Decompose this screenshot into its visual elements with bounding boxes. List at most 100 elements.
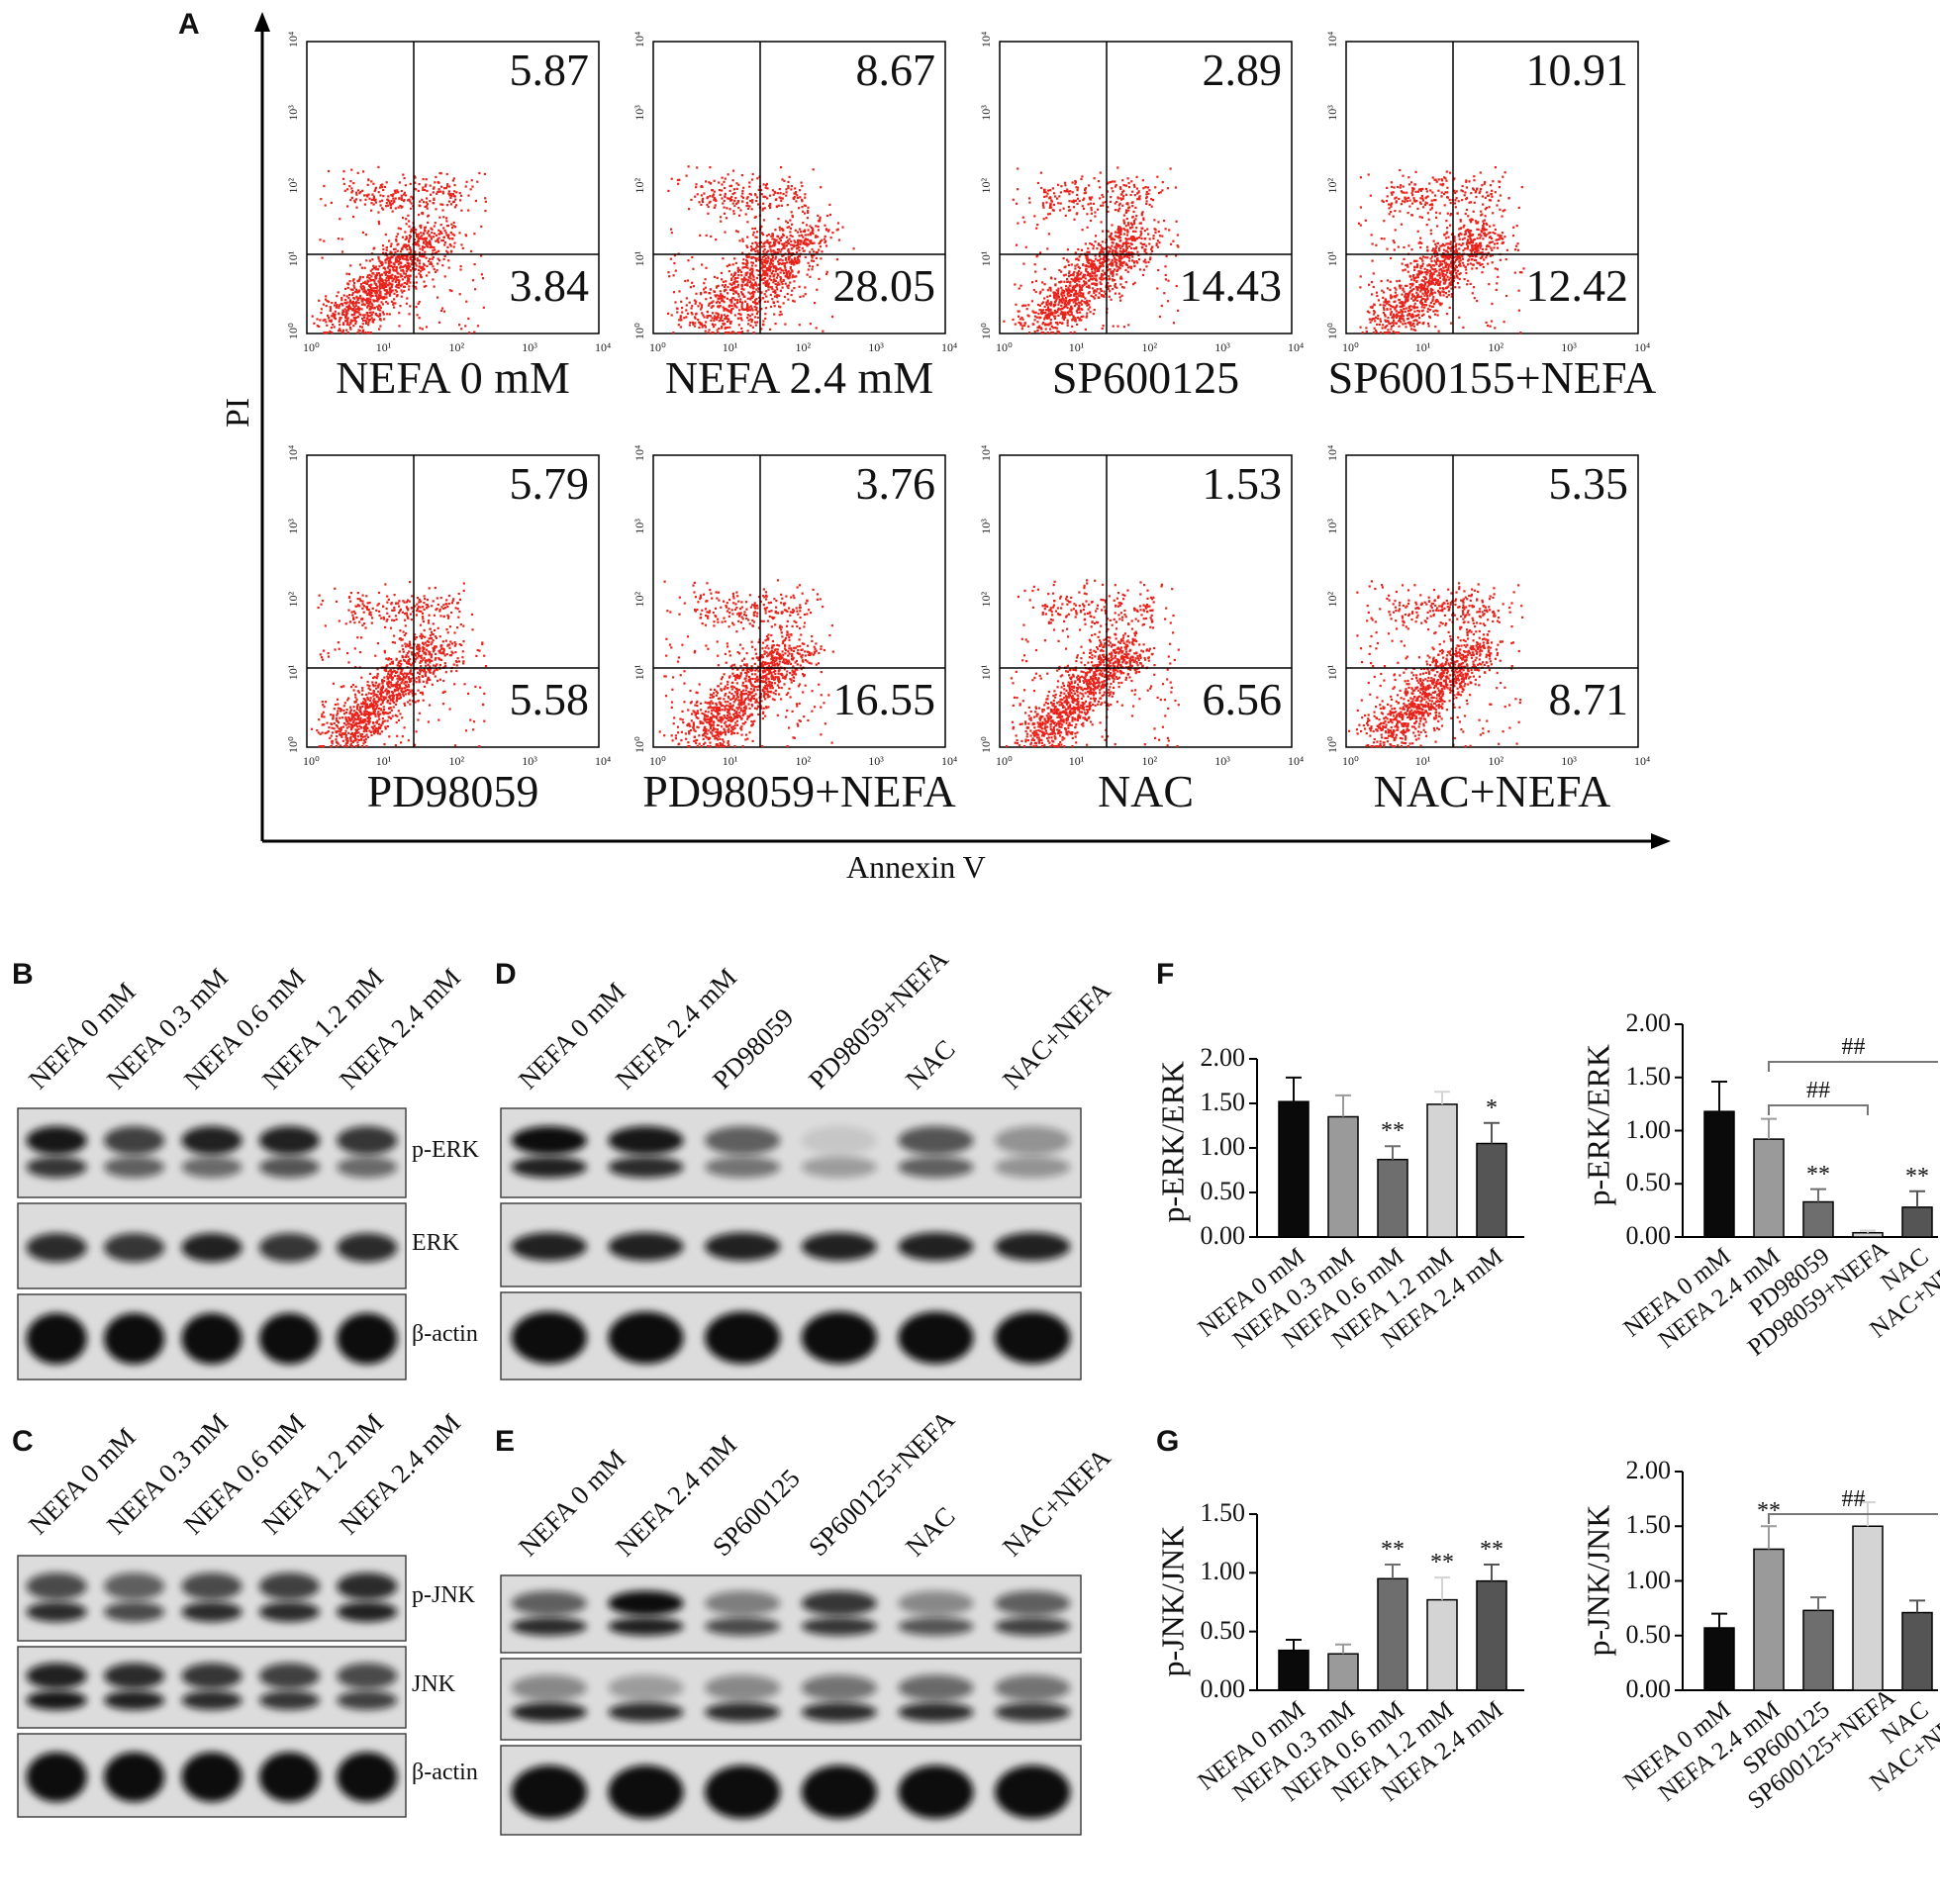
panel-letter-b: B — [12, 958, 34, 991]
y-tick-label: 1.50 — [1625, 1510, 1672, 1540]
protein-band — [181, 1233, 242, 1263]
protein-band — [511, 1232, 587, 1261]
protein-band — [181, 1126, 242, 1155]
protein-band — [898, 1617, 974, 1636]
significance-bracket — [1768, 1513, 1938, 1524]
protein-band — [337, 1156, 398, 1179]
protein-band — [995, 1156, 1071, 1179]
bracket-marker: ## — [1806, 1078, 1830, 1103]
protein-band — [104, 1663, 165, 1689]
significance-bracket — [1768, 1061, 1938, 1072]
y-tick-label: 10¹ — [979, 250, 993, 266]
y-tick-label: 10¹ — [1325, 664, 1339, 680]
y-tick-label: 1.50 — [1200, 1498, 1246, 1527]
flow-plot-label: NAC+NEFA — [1373, 766, 1611, 816]
y-tick-label: 10⁰ — [632, 736, 646, 753]
y-axis-label: p-ERK/ERK — [1580, 1043, 1616, 1205]
x-tick-label: 10⁴ — [941, 754, 957, 768]
y-tick-label: 10² — [979, 592, 993, 608]
protein-band — [181, 1312, 242, 1365]
protein-band — [181, 1572, 242, 1600]
x-tick-label: 10³ — [522, 754, 537, 768]
protein-band — [608, 1617, 684, 1636]
y-tick-label: 10² — [632, 178, 646, 194]
y-axis-label: p-JNK/JNK — [1154, 1525, 1191, 1677]
x-tick-label: 10³ — [1214, 340, 1230, 354]
protein-band — [337, 1572, 398, 1600]
protein-band — [898, 1311, 974, 1365]
x-tick-label: 10² — [1489, 754, 1504, 768]
y-tick-label: 10⁰ — [1325, 736, 1339, 753]
protein-band — [608, 1126, 684, 1155]
x-tick-label: 10³ — [1561, 340, 1577, 354]
lower-right-quadrant-value: 14.43 — [1179, 260, 1283, 311]
x-tick-label: 10⁴ — [595, 754, 611, 768]
y-tick-label: 10² — [632, 592, 646, 608]
protein-band — [608, 1590, 684, 1616]
protein-band — [705, 1617, 781, 1636]
bar — [1901, 1206, 1933, 1238]
error-bar — [1711, 1081, 1727, 1112]
x-tick-label: 10¹ — [1415, 340, 1431, 354]
y-tick-label: 10⁴ — [286, 445, 300, 461]
protein-band — [705, 1702, 781, 1722]
protein-band — [608, 1156, 684, 1179]
y-tick-label: 10³ — [979, 105, 993, 121]
protein-band — [337, 1601, 398, 1623]
protein-band — [337, 1690, 398, 1710]
protein-band — [898, 1702, 974, 1722]
y-tick-label: 0.00 — [1625, 1221, 1672, 1250]
y-tick-label: 10³ — [1325, 519, 1339, 534]
x-arrowhead-icon — [1651, 833, 1671, 849]
bar — [1901, 1611, 1933, 1691]
protein-band — [26, 1572, 87, 1600]
protein-band — [608, 1674, 684, 1701]
y-tick-label: 10⁴ — [979, 32, 993, 48]
bar — [1278, 1100, 1310, 1238]
significance-marker: ** — [1905, 1163, 1929, 1190]
error-bar — [1335, 1643, 1351, 1655]
protein-band — [608, 1311, 684, 1365]
protein-band — [511, 1311, 587, 1365]
protein-band — [181, 1601, 242, 1623]
significance-marker: ** — [1381, 1537, 1405, 1564]
x-tick-label: 10¹ — [376, 340, 392, 354]
bar — [1703, 1627, 1735, 1691]
protein-band — [104, 1312, 165, 1365]
y-tick-label: 10⁰ — [979, 736, 993, 753]
upper-right-quadrant-value: 5.35 — [1548, 457, 1628, 510]
lower-right-quadrant-value: 8.71 — [1548, 674, 1629, 724]
x-tick-label: 10⁰ — [1342, 340, 1359, 354]
y-tick-label: 0.50 — [1625, 1168, 1672, 1197]
protein-band — [801, 1674, 877, 1701]
protein-band — [995, 1126, 1071, 1155]
y-tick-label: 10² — [286, 178, 300, 194]
scatter-dots — [311, 165, 487, 334]
x-tick-label: 10⁰ — [649, 754, 666, 768]
lower-right-quadrant-value: 12.42 — [1525, 260, 1629, 311]
bar — [1852, 1525, 1884, 1691]
lower-right-quadrant-value: 6.56 — [1202, 674, 1283, 724]
error-bar — [1286, 1638, 1302, 1651]
y-tick-label: 10⁴ — [632, 445, 646, 461]
lower-right-quadrant-value: 3.84 — [509, 260, 590, 311]
y-tick-label: 10¹ — [286, 250, 300, 266]
protein-band — [995, 1702, 1071, 1722]
protein-band — [337, 1752, 398, 1802]
protein-band — [26, 1156, 87, 1179]
protein-band — [337, 1233, 398, 1263]
protein-band — [801, 1156, 877, 1179]
panel-letter-a: A — [178, 8, 200, 41]
x-tick-label: 10¹ — [1069, 754, 1085, 768]
protein-band — [104, 1156, 165, 1179]
significance-marker: * — [1486, 1095, 1498, 1121]
error-bar — [1484, 1564, 1500, 1581]
y-tick-label: 0.00 — [1200, 1674, 1246, 1703]
bar — [1327, 1115, 1359, 1238]
y-tick-label: 10³ — [979, 519, 993, 534]
y-tick-label: 2.00 — [1625, 1456, 1672, 1484]
bar-chart — [1249, 1058, 1524, 1238]
x-tick-label: 10² — [1142, 754, 1158, 768]
